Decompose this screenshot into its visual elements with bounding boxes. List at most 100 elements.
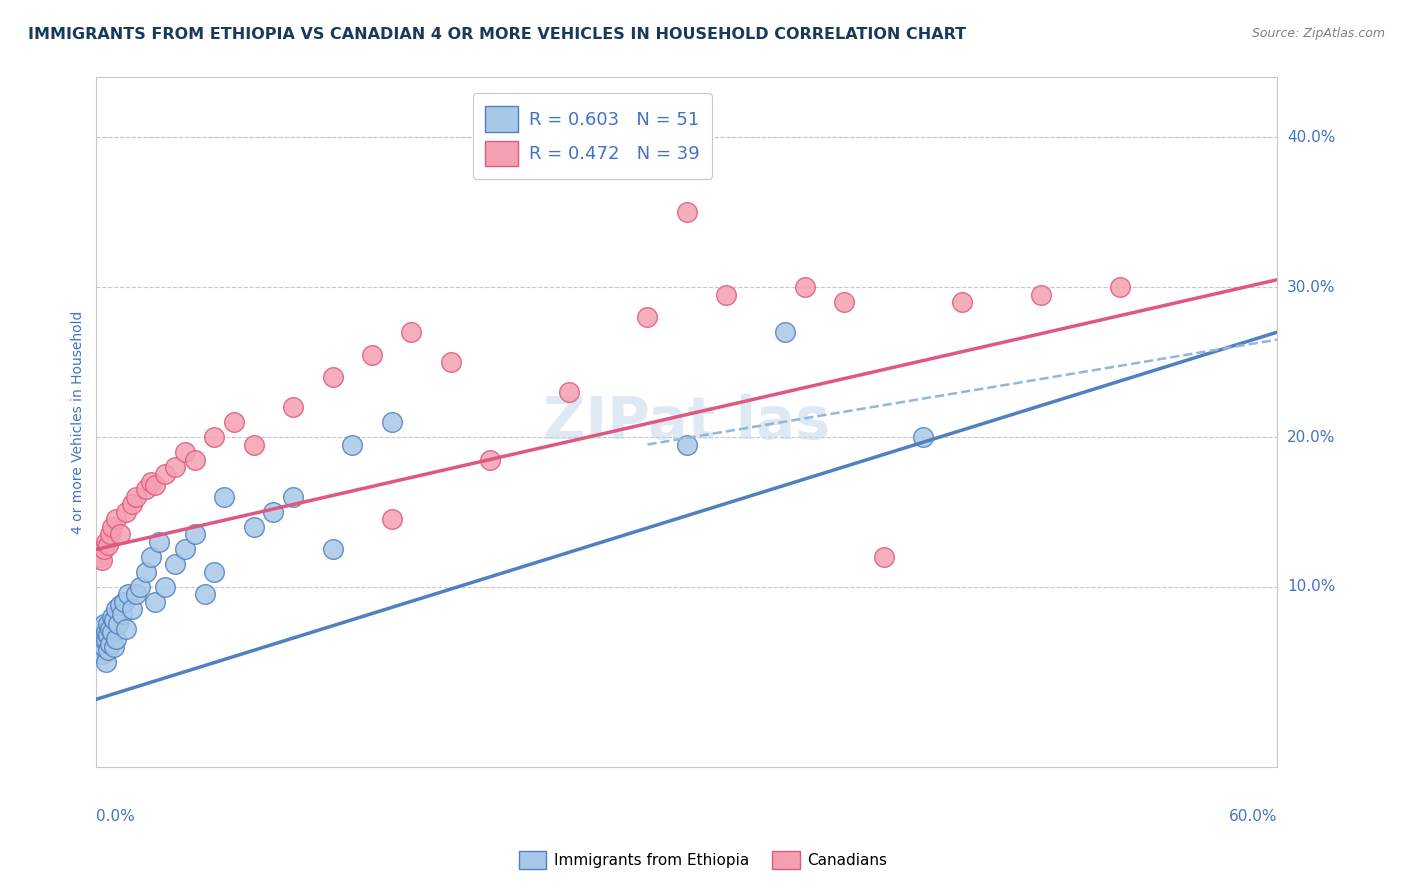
Point <box>103 640 125 654</box>
Point <box>89 549 111 564</box>
Point <box>174 445 197 459</box>
Point <box>321 370 343 384</box>
Point <box>93 617 115 632</box>
Point <box>115 622 138 636</box>
Text: 20.0%: 20.0% <box>1286 430 1336 444</box>
Point <box>439 355 461 369</box>
Point <box>380 512 402 526</box>
Point <box>155 580 177 594</box>
Point <box>101 624 124 639</box>
Text: 0.0%: 0.0% <box>97 809 135 823</box>
Point <box>105 632 128 647</box>
Point <box>478 452 501 467</box>
Point <box>283 490 305 504</box>
Point <box>214 490 236 504</box>
Point <box>243 520 266 534</box>
Point <box>97 628 120 642</box>
Point <box>98 637 121 651</box>
Y-axis label: 4 or more Vehicles in Household: 4 or more Vehicles in Household <box>72 310 86 533</box>
Point <box>675 205 697 219</box>
Point <box>165 460 187 475</box>
Point <box>204 430 226 444</box>
Point <box>96 624 118 639</box>
Point <box>793 280 815 294</box>
Point <box>97 642 120 657</box>
Point <box>101 610 124 624</box>
Point <box>128 580 150 594</box>
Point <box>636 310 658 325</box>
Point <box>872 549 894 564</box>
Point <box>174 542 197 557</box>
Point <box>773 325 796 339</box>
Point <box>96 632 118 647</box>
Point <box>107 617 129 632</box>
Point <box>194 587 217 601</box>
Point <box>96 655 118 669</box>
Point <box>89 642 111 657</box>
Point <box>360 348 382 362</box>
Text: 30.0%: 30.0% <box>1286 280 1336 294</box>
Point <box>91 628 114 642</box>
Point <box>155 467 177 482</box>
Point <box>121 498 143 512</box>
Point <box>91 648 114 662</box>
Point <box>121 602 143 616</box>
Text: 40.0%: 40.0% <box>1286 130 1336 145</box>
Point <box>950 295 973 310</box>
Point <box>101 520 124 534</box>
Point <box>165 558 187 572</box>
Point <box>135 483 157 497</box>
Point <box>283 400 305 414</box>
Point <box>108 527 131 541</box>
Point <box>105 512 128 526</box>
Point <box>105 602 128 616</box>
Point <box>125 490 148 504</box>
Point <box>145 595 167 609</box>
Point <box>321 542 343 557</box>
Point <box>243 437 266 451</box>
Point <box>89 637 111 651</box>
Point <box>117 587 139 601</box>
Point <box>141 475 163 489</box>
Point <box>93 632 115 647</box>
Point <box>112 595 135 609</box>
Point <box>204 565 226 579</box>
Point <box>93 542 115 557</box>
Point <box>263 505 285 519</box>
Legend: R = 0.603   N = 51, R = 0.472   N = 39: R = 0.603 N = 51, R = 0.472 N = 39 <box>472 94 711 178</box>
Point <box>93 640 115 654</box>
Point <box>714 287 737 301</box>
Point <box>125 587 148 601</box>
Point <box>184 527 207 541</box>
Point <box>1108 280 1130 294</box>
Text: IMMIGRANTS FROM ETHIOPIA VS CANADIAN 4 OR MORE VEHICLES IN HOUSEHOLD CORRELATION: IMMIGRANTS FROM ETHIOPIA VS CANADIAN 4 O… <box>28 27 966 42</box>
Point <box>98 527 121 541</box>
Point <box>1029 287 1052 301</box>
Point <box>96 535 118 549</box>
Point <box>557 385 579 400</box>
Point <box>380 415 402 429</box>
Point <box>135 565 157 579</box>
Point <box>145 478 167 492</box>
Text: Source: ZipAtlas.com: Source: ZipAtlas.com <box>1251 27 1385 40</box>
Point <box>115 505 138 519</box>
Point <box>91 553 114 567</box>
Point <box>675 437 697 451</box>
Point <box>832 295 855 310</box>
Text: 60.0%: 60.0% <box>1229 809 1277 823</box>
Point <box>103 613 125 627</box>
Text: 10.0%: 10.0% <box>1286 580 1336 594</box>
Text: ZIPat las: ZIPat las <box>543 393 831 450</box>
Point <box>148 535 170 549</box>
Point <box>184 452 207 467</box>
Point <box>911 430 934 444</box>
Point <box>97 617 120 632</box>
Point <box>224 415 246 429</box>
Point <box>399 325 422 339</box>
Legend: Immigrants from Ethiopia, Canadians: Immigrants from Ethiopia, Canadians <box>513 845 893 875</box>
Point <box>91 622 114 636</box>
Point <box>97 538 120 552</box>
Point <box>98 622 121 636</box>
Point <box>340 437 363 451</box>
Point <box>111 607 134 621</box>
